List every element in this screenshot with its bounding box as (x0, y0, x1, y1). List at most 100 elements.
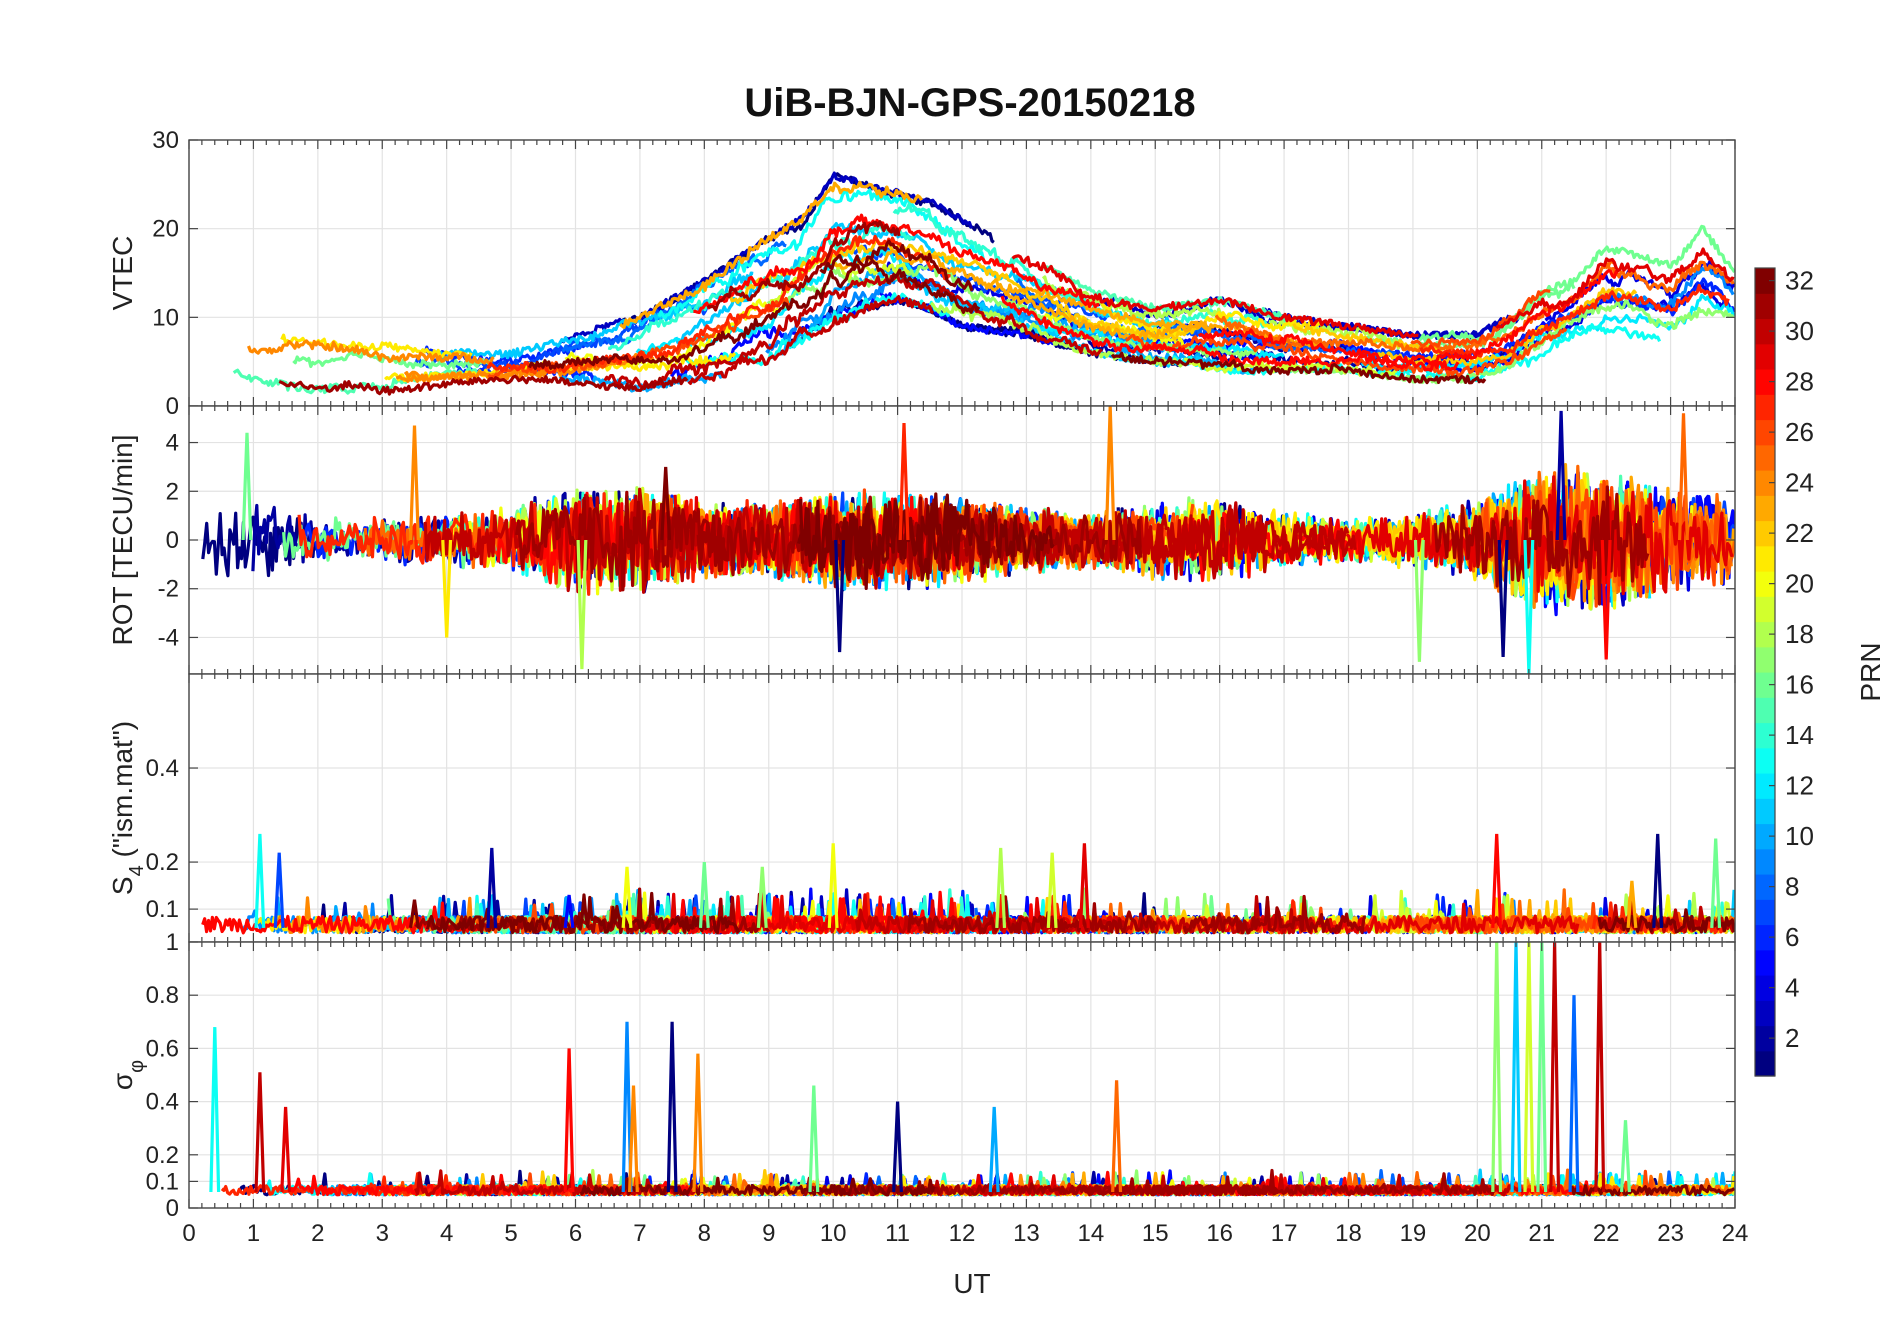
spike-mark (1491, 833, 1503, 928)
x-tick-label: 8 (698, 1220, 711, 1247)
colorbar-segment (1755, 520, 1775, 547)
colorbar-segment (1755, 747, 1775, 774)
y-axis-label: S4 ("ism.mat") (107, 721, 148, 895)
series-prn-24 (247, 339, 495, 366)
y-tick-label: 0.8 (146, 982, 179, 1009)
spike-mark (486, 847, 498, 928)
colorbar-segment (1755, 394, 1775, 421)
panel-vtec: 0 10 20 30 VTEC (107, 127, 1736, 420)
colorbar-segment (1755, 268, 1775, 294)
colorbar-segment (1755, 419, 1775, 446)
y-tick-label: 0.4 (146, 755, 179, 782)
colorbar-segment (1755, 596, 1775, 623)
spike-mark (1568, 995, 1580, 1193)
spike-mark (1078, 843, 1090, 928)
y-tick-label: 30 (152, 127, 179, 154)
colorbar-segment (1755, 672, 1775, 698)
series-prn-25 (1604, 260, 1735, 294)
spike-mark (988, 1106, 1000, 1193)
y-tick-label: 0.2 (146, 849, 179, 876)
colorbar-segment (1755, 975, 1775, 1001)
colorbar-segment (1755, 874, 1775, 900)
x-tick-label: 19 (1400, 1220, 1427, 1247)
series-lines (209, 942, 1735, 1197)
colorbar-tick-label: 4 (1785, 973, 1799, 1003)
panel-s4: 0.1 0.2 0.4S4 ("ism.mat") (107, 673, 1736, 943)
x-tick-label: 2 (311, 1220, 324, 1247)
series-prn-32 (1110, 351, 1487, 385)
colorbar-segment (1755, 495, 1775, 522)
colorbar-segment (1755, 343, 1775, 370)
spike-mark (892, 1101, 903, 1193)
colorbar-frame (1754, 267, 1776, 1077)
spike-mark (1555, 410, 1567, 541)
spike-mark (621, 1021, 633, 1193)
colorbar-tick-label: 12 (1785, 771, 1814, 801)
spike-mark (692, 1053, 704, 1193)
colorbar-tick-label: 26 (1785, 417, 1814, 447)
series-prn-32 (528, 239, 974, 370)
y-tick-label: 2 (166, 478, 179, 505)
spike-mark (1491, 942, 1503, 1193)
series-prn-31 (278, 374, 689, 396)
colorbar-segment (1755, 318, 1775, 345)
colorbar-segment (1755, 1025, 1775, 1052)
series-prn-28 (1197, 269, 1620, 366)
series-prn-27 (486, 234, 951, 374)
colorbar-segment (1755, 369, 1775, 395)
colorbar-tick-label: 18 (1785, 619, 1814, 649)
colorbar-segment (1755, 823, 1775, 850)
spike-mark (1652, 833, 1664, 928)
spike-mark (756, 866, 768, 929)
series-prn-31 (515, 490, 727, 592)
x-tick-label: 6 (569, 1220, 582, 1247)
spike-mark (628, 1085, 639, 1193)
x-tick-label: 4 (440, 1220, 453, 1247)
colorbar-tick-label: 10 (1785, 821, 1814, 851)
colorbar-segment (1755, 924, 1775, 951)
x-tick-label: 20 (1464, 1220, 1491, 1247)
spike-mark (273, 852, 285, 928)
y-tick-label: 0.4 (146, 1089, 179, 1116)
series-prn-31 (1146, 1168, 1496, 1197)
x-tick-label: 15 (1142, 1220, 1169, 1247)
spike-mark (1413, 539, 1425, 662)
x-tick-label: 3 (376, 1220, 389, 1247)
x-tick-label: 14 (1077, 1220, 1104, 1247)
x-tick-label: 13 (1013, 1220, 1040, 1247)
x-tick-label: 23 (1657, 1220, 1684, 1247)
colorbar-segment (1755, 722, 1775, 749)
spike-mark (834, 539, 846, 653)
x-tick-label: 12 (949, 1220, 976, 1247)
series-lines (201, 406, 1735, 674)
spike-mark (1620, 1120, 1631, 1193)
series-prn-31 (1433, 485, 1650, 606)
series-prn-31 (1182, 894, 1366, 935)
x-tick-label: 9 (762, 1220, 775, 1247)
chart-title: UiB-BJN-GPS-20150218 (744, 81, 1195, 125)
spike-mark (1046, 852, 1058, 928)
y-tick-label: 0.1 (146, 1168, 179, 1195)
colorbar-segment (1755, 697, 1775, 724)
series-prn-23 (987, 278, 1213, 333)
x-tick-label: 16 (1206, 1220, 1233, 1247)
spike-mark (441, 539, 453, 638)
series-prn-29 (1011, 254, 1419, 339)
spike-mark (898, 423, 910, 541)
colorbar-tick-label: 2 (1785, 1023, 1799, 1053)
series-prn-32 (425, 891, 741, 935)
x-tick-label: 0 (182, 1220, 195, 1247)
colorbar-segment (1755, 1050, 1775, 1077)
y-tick-label: 4 (166, 430, 179, 457)
colorbar-label: PRN (1855, 642, 1886, 701)
x-tick-label: 24 (1722, 1220, 1749, 1247)
series-prn-31 (414, 887, 771, 935)
series-prn-32 (796, 493, 1055, 591)
x-tick-label: 1 (247, 1220, 260, 1247)
series-prn-31 (907, 895, 1158, 935)
series-prn-32 (1570, 1184, 1735, 1197)
spike-mark (666, 1021, 678, 1193)
y-axis-label: ROT [TECU/min] (107, 434, 138, 645)
colorbar-tick-label: 8 (1785, 872, 1799, 902)
spike-mark (1536, 942, 1548, 1193)
